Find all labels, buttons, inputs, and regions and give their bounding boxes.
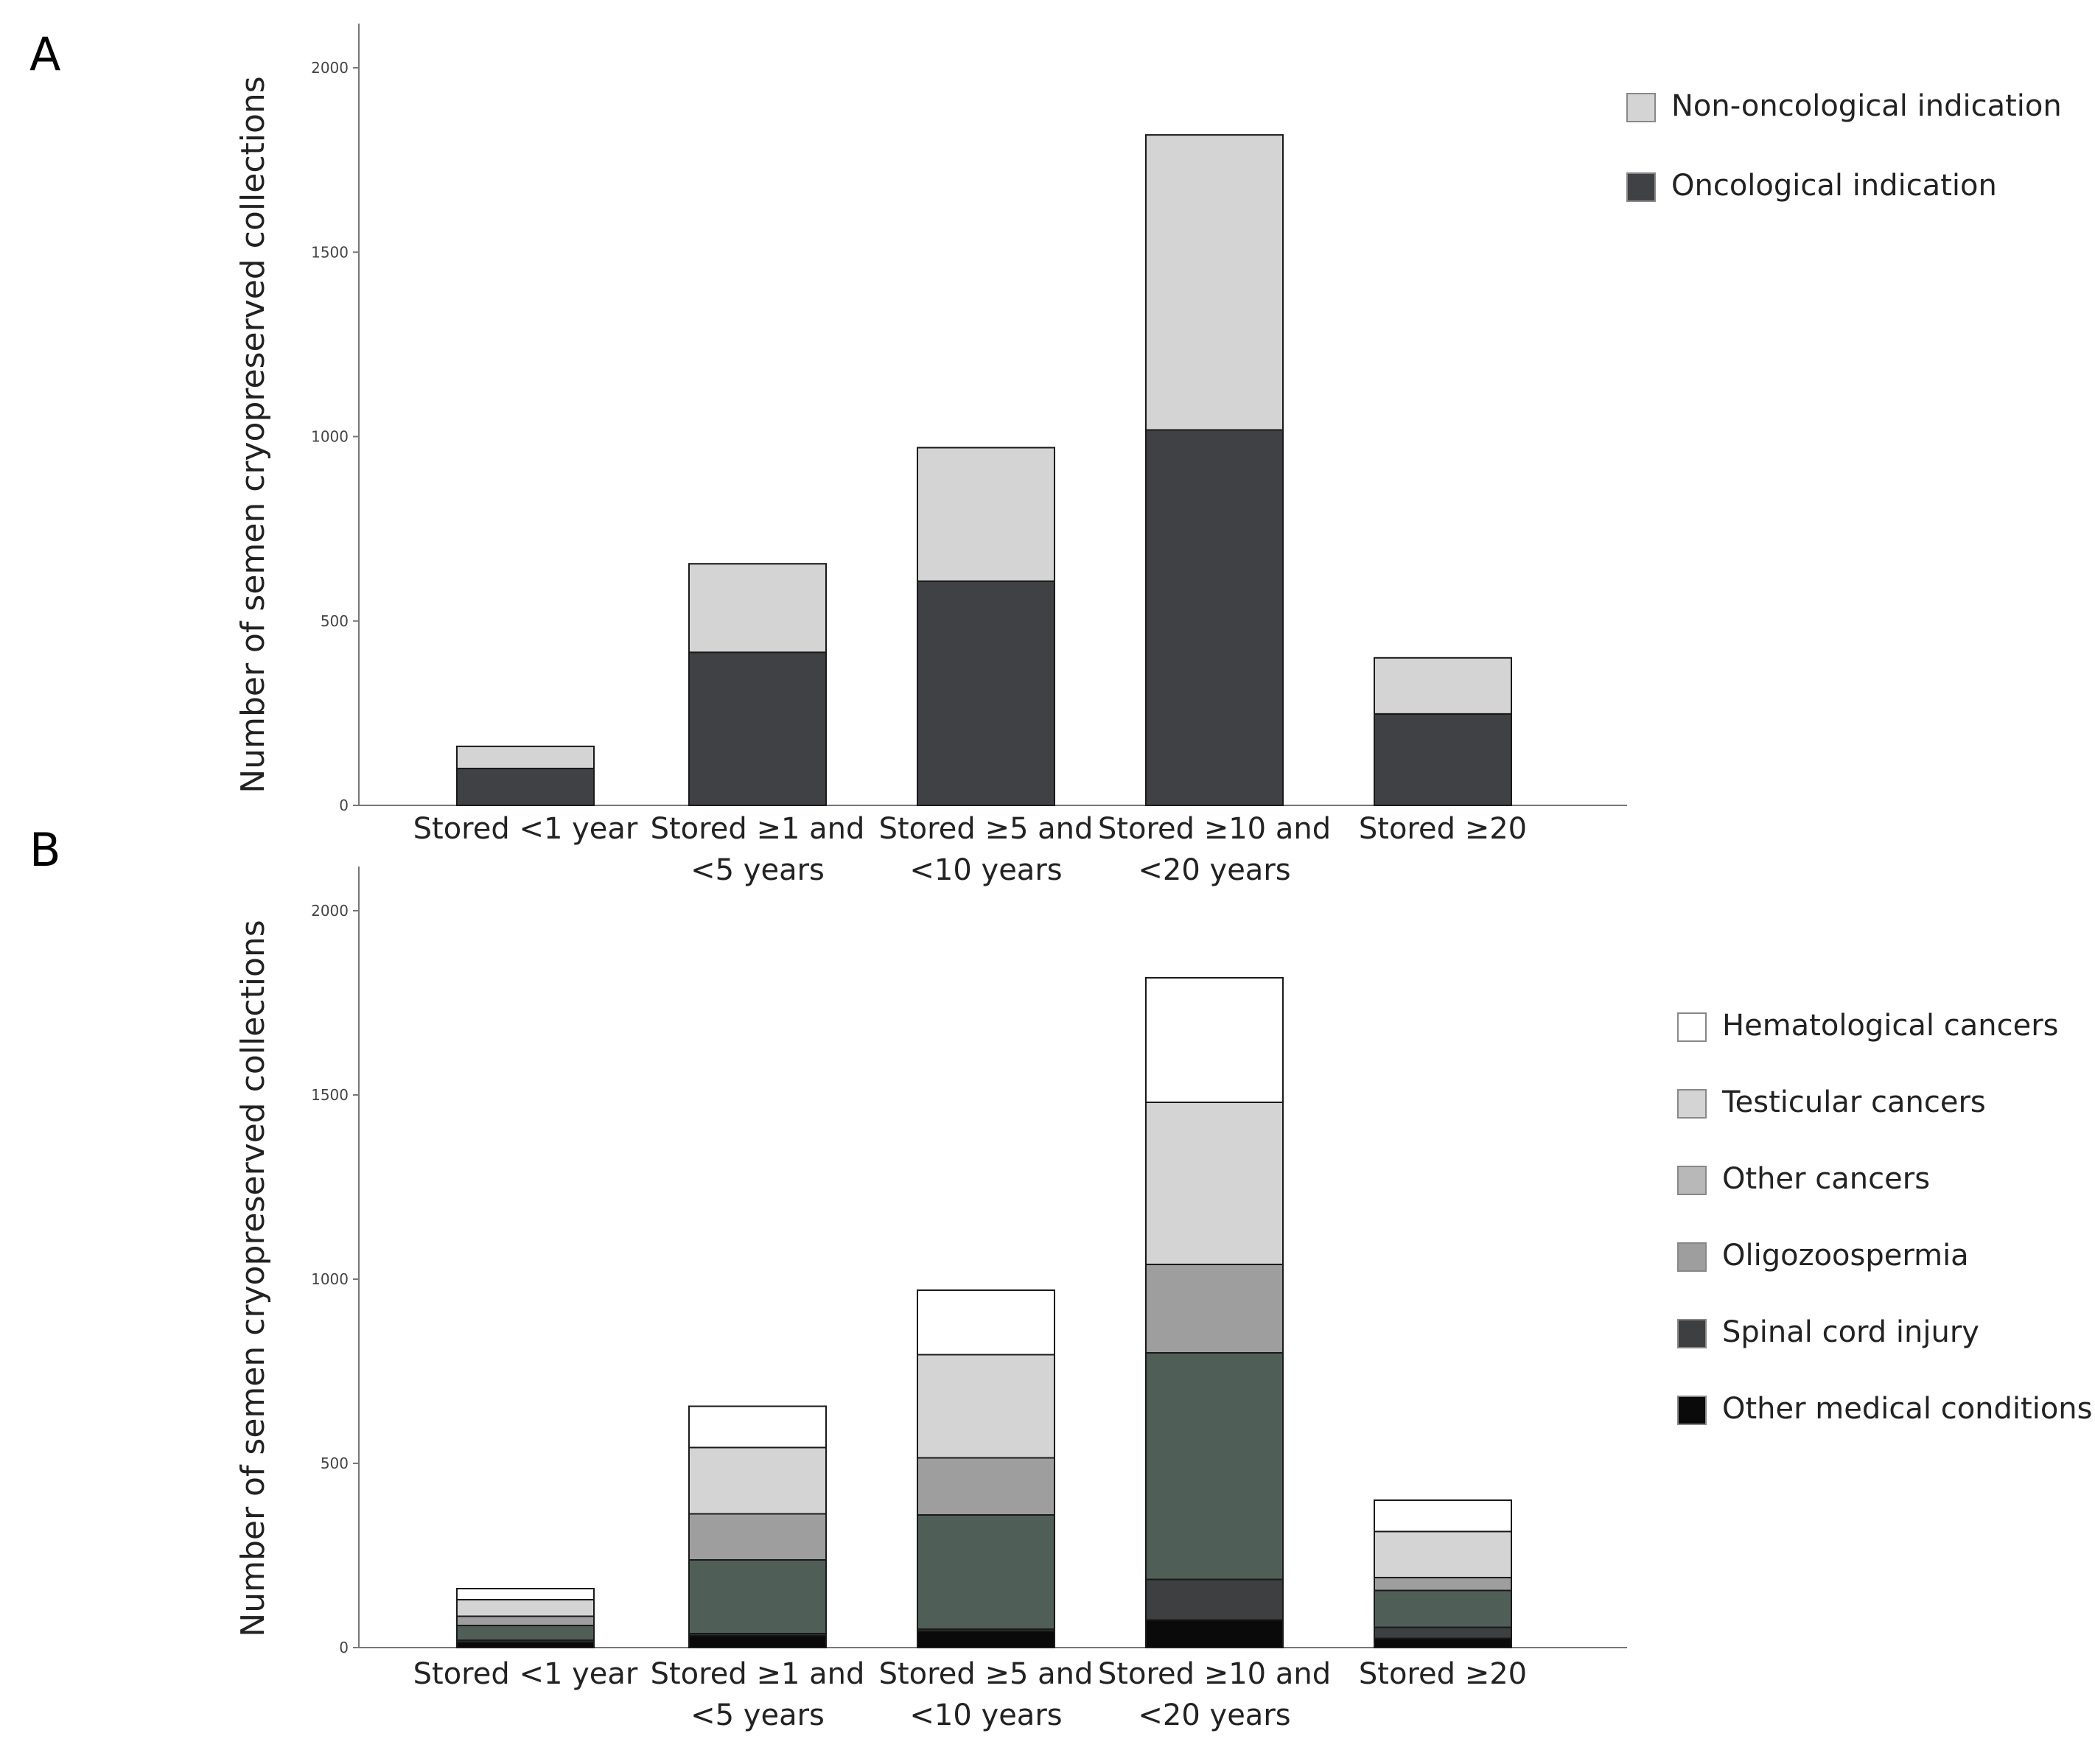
legend-swatch — [1677, 1012, 1707, 1042]
panel-a: A 0 500 1000 1500 2000 Number of semen cryopre… — [29, 24, 2062, 887]
bar-segment — [688, 1405, 827, 1449]
legend-swatch — [1677, 1396, 1707, 1425]
bar-segment — [917, 1289, 1055, 1356]
x-tick-label: <5 years — [690, 1698, 825, 1732]
legend-label: Spinal cord injury — [1722, 1315, 1979, 1349]
x-tick-label: <20 years — [1138, 1698, 1290, 1732]
panel-label: B — [29, 823, 61, 877]
legend-label: Other medical conditions — [1722, 1392, 2092, 1426]
bar-segment — [917, 1457, 1055, 1516]
bar-segment — [917, 1514, 1055, 1630]
legend-label: Testicular cancers — [1721, 1085, 1986, 1119]
x-tick-label: <10 years — [909, 1698, 1062, 1732]
bar-segment — [688, 1634, 827, 1648]
legend-swatch — [1626, 93, 1656, 122]
x-tick-label: Stored ≥20 — [1359, 812, 1527, 846]
bar-segment — [1374, 657, 1512, 715]
x-tick-label: <20 years — [1138, 853, 1290, 887]
x-tick-label: Stored ≥1 and — [651, 1657, 865, 1691]
bar-segment — [456, 767, 595, 806]
bar-segment — [1374, 713, 1512, 806]
bar-segment — [917, 580, 1055, 806]
y-axis-label: Number of semen cryopreserved collection… — [234, 920, 272, 1637]
x-tick-label: <10 years — [909, 853, 1062, 887]
x-tick-label: Stored ≥10 and — [1098, 812, 1331, 846]
y-tick-label: 1500 — [311, 243, 349, 261]
bar-segment — [456, 1641, 595, 1648]
y-tick-label: 0 — [339, 1639, 349, 1656]
legend-swatch — [1677, 1166, 1707, 1195]
bar-segment — [917, 1630, 1055, 1648]
bar-segment — [688, 1559, 827, 1634]
bar-segment — [1145, 977, 1284, 1103]
panel-label: A — [29, 27, 60, 81]
bar-segment — [917, 1354, 1055, 1459]
x-tick-label: Stored <1 year — [413, 812, 638, 846]
x-tick-label: Stored <1 year — [413, 1657, 638, 1691]
bar-segment — [917, 447, 1055, 582]
x-tick-label: Stored ≥5 and — [879, 1657, 1094, 1691]
bar-segment — [688, 563, 827, 654]
y-tick-label: 0 — [339, 797, 349, 814]
legend-label: Oncological indication — [1671, 169, 1997, 203]
y-axis-label: Number of semen cryopreserved collection… — [234, 76, 272, 793]
y-tick-label: 1000 — [311, 1270, 349, 1288]
bar-segment — [1145, 429, 1284, 807]
y-tick-label: 500 — [321, 612, 349, 630]
x-tick-label: Stored ≥1 and — [651, 812, 865, 846]
bar-segment — [456, 745, 595, 769]
legend-swatch — [1626, 172, 1656, 202]
y-tick-label: 1000 — [311, 428, 349, 446]
x-tick-label: Stored ≥5 and — [879, 812, 1094, 846]
bar-segment — [456, 1588, 595, 1600]
legend-label: Hematological cancers — [1722, 1009, 2058, 1043]
x-tick-label: Stored ≥20 — [1359, 1657, 1527, 1691]
x-tick-label: Stored ≥10 and — [1098, 1657, 1331, 1691]
bar-segment — [456, 1615, 595, 1626]
y-tick-label: 500 — [321, 1455, 349, 1472]
legend-label: Other cancers — [1722, 1162, 1930, 1196]
legend-swatch — [1677, 1089, 1707, 1119]
bar-segment — [1145, 1619, 1284, 1648]
bar-segment — [1374, 1499, 1512, 1533]
legend-label: Oligozoospermia — [1722, 1239, 1969, 1273]
y-tick-label: 2000 — [311, 902, 349, 920]
bar-segment — [1374, 1626, 1512, 1639]
legend-swatch — [1677, 1242, 1707, 1272]
y-tick-label: 2000 — [311, 59, 349, 77]
legend-label: Non-oncological indication — [1671, 89, 2062, 123]
bar-segment — [688, 1513, 827, 1561]
bar-segment — [1374, 1589, 1512, 1628]
legend-swatch — [1677, 1319, 1707, 1348]
bar-segment — [456, 1625, 595, 1641]
bar-segment — [1374, 1530, 1512, 1578]
bar-segment — [1145, 1578, 1284, 1621]
y-tick-label: 1500 — [311, 1086, 349, 1104]
bar-segment — [688, 651, 827, 806]
bar-segment — [1374, 1637, 1512, 1648]
bar-segment — [456, 1599, 595, 1617]
bar-segment — [1145, 1102, 1284, 1265]
bar-segment — [1374, 1577, 1512, 1592]
x-tick-label: <5 years — [690, 853, 825, 887]
panel-b: B 0 500 1000 1500 2000 Number of semen cryopre… — [29, 823, 2092, 1732]
bar-segment — [688, 1446, 827, 1515]
bar-segment — [1145, 1264, 1284, 1354]
bar-segment — [1145, 134, 1284, 431]
bar-segment — [1145, 1352, 1284, 1581]
